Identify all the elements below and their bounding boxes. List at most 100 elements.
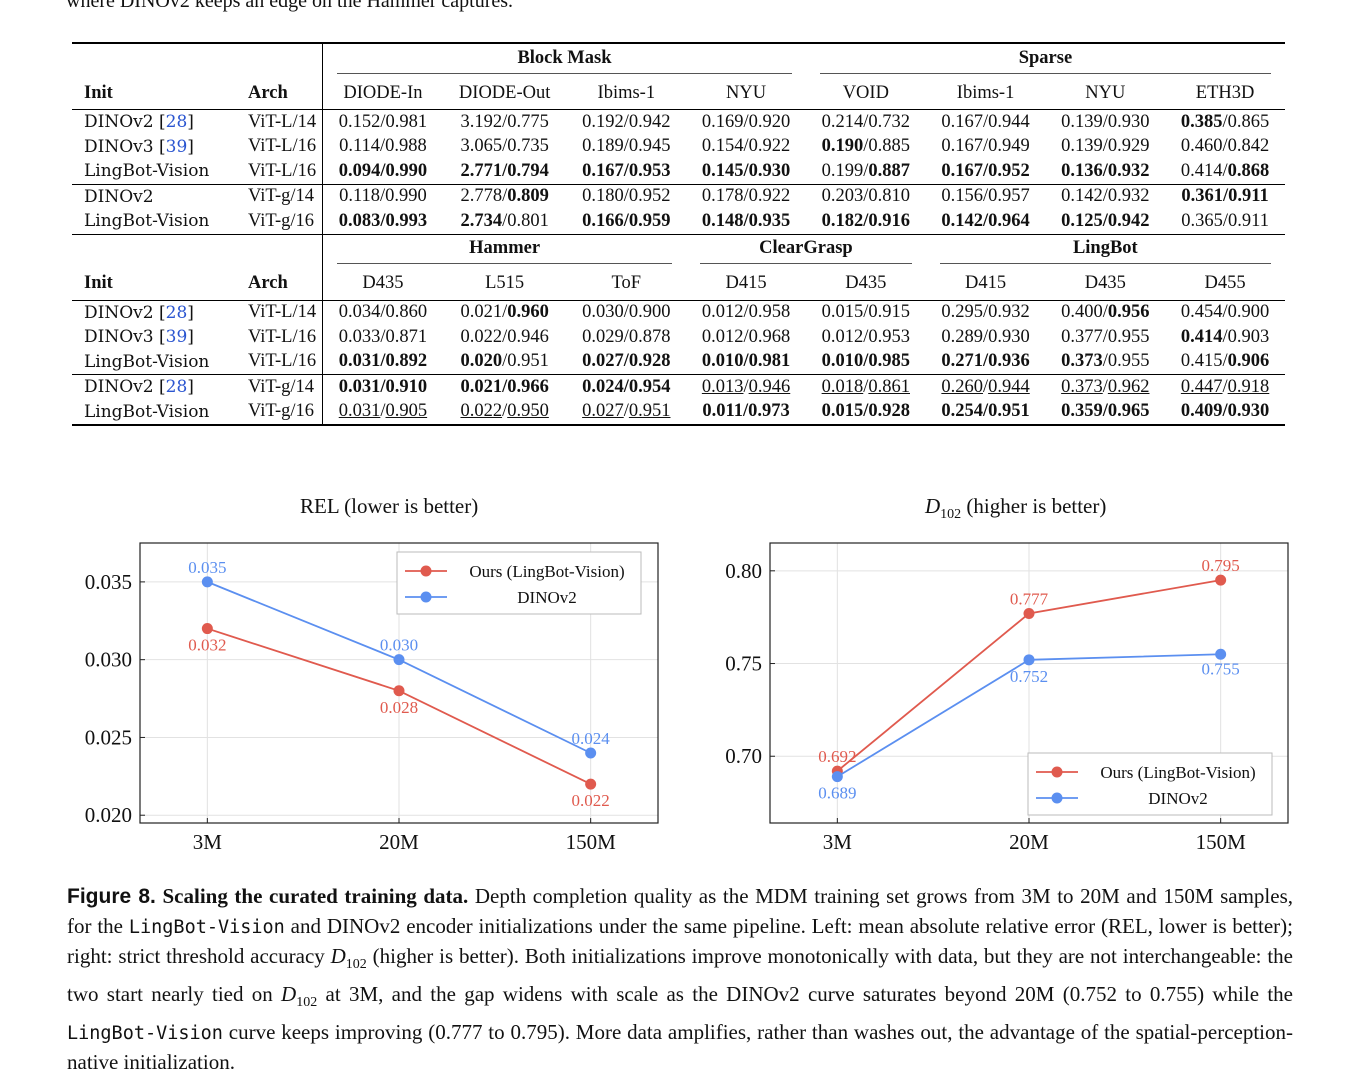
column-header: NYU <box>726 82 767 103</box>
y-tick-label: 0.75 <box>725 652 762 676</box>
y-tick-label: 0.030 <box>85 648 132 672</box>
value-cell: 0.024/0.954 <box>582 376 671 397</box>
init-cell: DINOv2 [28] <box>84 377 194 398</box>
legend-label: DINOv2 <box>517 588 577 607</box>
value-cell: 0.031/0.892 <box>338 351 428 372</box>
column-header: NYU <box>1085 82 1126 103</box>
value-cell: 0.148/0.935 <box>701 210 791 231</box>
column-header: Init <box>84 273 113 293</box>
d102-line-chart: 0.70 0.75 0.80 3M 20M 150M 0.692 0.777 0.795 0.68… <box>725 542 1289 854</box>
value-cell: 0.015/0.915 <box>821 302 910 323</box>
value-cell: 0.414/0.903 <box>1180 326 1270 347</box>
data-point <box>1215 648 1227 660</box>
value-cell: 0.022/0.946 <box>460 326 549 347</box>
table-row: LingBot-Vision ViT-g/16 0.083/0.993 2.734/0… <box>72 209 1285 234</box>
value-cell: 0.373/0.962 <box>1061 376 1150 397</box>
value-cell: 0.142/0.964 <box>941 210 1030 231</box>
group-header: Hammer <box>323 234 687 268</box>
value-cell: 0.027/0.951 <box>582 401 671 422</box>
init-cell: LingBot-Vision <box>84 211 210 232</box>
value-cell: 0.192/0.942 <box>582 111 671 132</box>
value-cell: 0.021/0.966 <box>460 376 549 397</box>
data-label: 0.035 <box>188 558 226 577</box>
column-header: Init <box>84 82 113 103</box>
x-tick-label: 20M <box>379 830 419 854</box>
arch-cell: ViT-g/14 <box>236 374 323 400</box>
table-row: DINOv2 [28] ViT-L/14 0.034/0.860 0.021/0.96… <box>72 300 1285 325</box>
value-cell: 0.447/0.918 <box>1180 376 1270 397</box>
data-label: 0.795 <box>1202 556 1240 575</box>
data-label: 0.032 <box>188 636 226 655</box>
value-cell: 0.460/0.842 <box>1180 136 1270 157</box>
value-cell: 0.012/0.958 <box>701 302 791 323</box>
init-cell: LingBot-Vision <box>84 401 210 422</box>
value-cell: 0.167/0.952 <box>941 160 1030 181</box>
value-cell: 0.156/0.957 <box>941 186 1030 207</box>
x-tick-label: 150M <box>566 830 617 854</box>
y-tick-label: 0.70 <box>725 744 762 768</box>
column-header: ToF <box>611 273 642 293</box>
column-header: VOID <box>842 82 889 103</box>
column-header: D435 <box>362 273 404 293</box>
init-cell: LingBot-Vision <box>84 161 210 182</box>
value-cell: 0.010/0.985 <box>821 351 910 372</box>
arch-cell: ViT-L/14 <box>236 109 323 135</box>
column-header: Arch <box>236 267 323 300</box>
data-point <box>393 685 405 697</box>
value-cell: 0.136/0.932 <box>1061 160 1150 181</box>
y-tick-label: 0.035 <box>85 570 132 594</box>
value-cell: 0.012/0.953 <box>821 326 910 347</box>
data-label: 0.755 <box>1202 659 1240 678</box>
value-cell: 0.373/0.955 <box>1061 351 1150 372</box>
table-row: DINOv2 [28] ViT-g/14 0.031/0.910 0.021/0.96… <box>72 374 1285 400</box>
arch-cell: ViT-g/16 <box>236 399 323 425</box>
data-label: 0.022 <box>572 791 610 810</box>
x-tick-label: 3M <box>193 830 223 854</box>
rel-line-chart: 0.020 0.025 0.030 0.035 3M 20M 150M 0.032 0.028 0… <box>85 542 659 854</box>
arch-cell: ViT-L/16 <box>236 134 323 159</box>
empty-cell <box>236 43 323 77</box>
value-cell: 0.012/0.968 <box>701 326 791 347</box>
init-cell: DINOv3 [39] <box>84 327 194 348</box>
group-header: ClearGrasp <box>686 234 926 268</box>
init-cell: DINOv2 [28] <box>84 302 194 323</box>
value-cell: 0.409/0.930 <box>1180 401 1270 422</box>
table-row: DINOv2 [28] ViT-L/14 0.152/0.981 3.192/0.77… <box>72 109 1285 135</box>
value-cell: 0.178/0.922 <box>701 186 791 207</box>
value-cell: 0.169/0.920 <box>701 111 791 132</box>
value-cell: 2.771/0.794 <box>460 160 549 181</box>
preceding-text-line: where DINOv2 keeps an edge on the Hammer… <box>66 0 514 12</box>
data-point <box>585 778 597 790</box>
value-cell: 0.118/0.990 <box>339 186 427 207</box>
column-header: D415 <box>965 273 1007 293</box>
legend-label: Ours (LingBot-Vision) <box>1100 763 1255 782</box>
column-header: Ibims-1 <box>597 82 656 103</box>
results-table: Block Mask Sparse Init Arch DIODE-In DIODE-Ou… <box>72 42 1285 426</box>
arch-cell: ViT-L/16 <box>236 349 323 375</box>
value-cell: 0.114/0.988 <box>339 136 427 157</box>
data-label: 0.692 <box>818 747 856 766</box>
data-point <box>585 747 597 759</box>
value-cell: 0.167/0.944 <box>941 111 1030 132</box>
x-tick-label: 20M <box>1009 830 1049 854</box>
value-cell: 0.190/0.885 <box>821 136 910 157</box>
value-cell: 0.365/0.911 <box>1181 210 1269 231</box>
value-cell: 0.189/0.945 <box>582 136 671 157</box>
column-header: DIODE-In <box>343 82 423 103</box>
legend-marker <box>1051 766 1063 778</box>
arch-cell: ViT-g/16 <box>236 209 323 234</box>
column-header: Ibims-1 <box>956 82 1015 103</box>
column-header: D415 <box>725 273 767 293</box>
y-tick-label: 0.025 <box>85 725 132 749</box>
value-cell: 0.139/0.929 <box>1061 136 1150 157</box>
table-row: LingBot-Vision ViT-L/16 0.094/0.990 2.771/0… <box>72 159 1285 184</box>
data-label: 0.024 <box>572 729 611 748</box>
data-point <box>1023 654 1035 666</box>
x-tick-label: 150M <box>1196 830 1247 854</box>
value-cell: 0.031/0.905 <box>338 401 428 422</box>
table-row: DINOv3 [39] ViT-L/16 0.114/0.988 3.065/0.73… <box>72 134 1285 159</box>
value-cell: 0.031/0.910 <box>338 376 428 397</box>
init-cell: DINOv2 <box>84 186 154 207</box>
value-cell: 0.021/0.960 <box>460 302 549 323</box>
empty-cell <box>72 43 236 77</box>
